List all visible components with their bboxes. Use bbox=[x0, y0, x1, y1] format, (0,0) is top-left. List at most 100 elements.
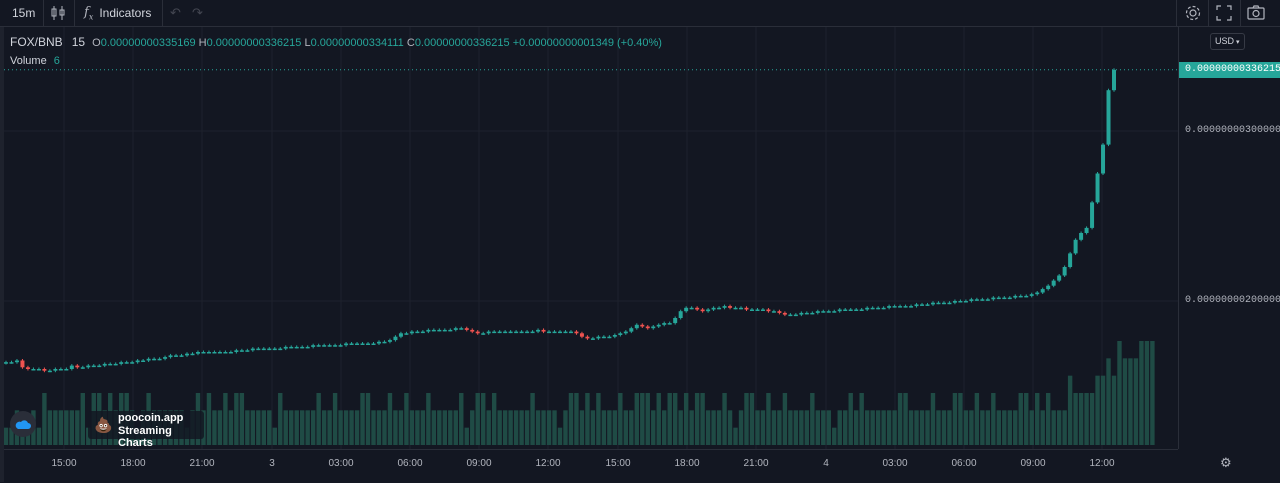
candle bbox=[470, 329, 475, 332]
camera-icon[interactable] bbox=[1247, 0, 1265, 26]
candle bbox=[261, 348, 266, 351]
volume-bar bbox=[1051, 410, 1056, 445]
volume-bar bbox=[1029, 410, 1034, 445]
volume-bar bbox=[332, 393, 338, 445]
tradingview-logo[interactable] bbox=[10, 411, 36, 437]
volume-bar bbox=[393, 410, 398, 445]
candle bbox=[371, 343, 376, 345]
candle bbox=[146, 358, 151, 361]
candle bbox=[722, 306, 727, 308]
candle bbox=[530, 331, 535, 334]
indicators-button[interactable]: fx Indicators bbox=[84, 0, 151, 26]
volume-bar bbox=[4, 427, 9, 445]
candle bbox=[69, 365, 74, 369]
candle bbox=[629, 328, 634, 332]
volume-bar bbox=[952, 393, 958, 445]
volume-bar bbox=[481, 393, 486, 445]
volume-bar bbox=[810, 393, 815, 445]
candle bbox=[124, 362, 129, 364]
candle bbox=[662, 323, 667, 325]
volume-bar bbox=[261, 410, 267, 445]
candle bbox=[4, 362, 8, 364]
volume-bar bbox=[815, 410, 821, 445]
chart-pane[interactable]: FOX/BNB 15 O0.00000000335169 H0.00000000… bbox=[4, 27, 1178, 449]
close-label: C bbox=[406, 37, 415, 49]
time-tick-label: 15:00 bbox=[51, 458, 77, 469]
volume-bar bbox=[1150, 341, 1155, 445]
volume-bar bbox=[80, 393, 85, 445]
volume-bar bbox=[694, 393, 700, 445]
chart-type-button[interactable] bbox=[50, 0, 66, 26]
volume-bar bbox=[53, 410, 58, 445]
settings-icon[interactable] bbox=[1184, 0, 1202, 26]
candle bbox=[717, 307, 722, 310]
candle bbox=[536, 329, 541, 332]
candle bbox=[168, 355, 173, 358]
volume-bar bbox=[497, 410, 502, 445]
volume-bar bbox=[354, 410, 360, 445]
volume-bar bbox=[459, 393, 464, 445]
candle bbox=[1029, 294, 1034, 296]
volume-bar bbox=[75, 410, 80, 445]
volume-bar bbox=[881, 410, 886, 445]
candle bbox=[316, 345, 321, 347]
volume-bar bbox=[475, 393, 480, 445]
candle bbox=[91, 365, 96, 368]
time-axis[interactable]: 15:00 18:00 21:00 3 03:00 06:00 09:00 12:00 15:0… bbox=[4, 449, 1232, 483]
redo-icon[interactable]: ↷ bbox=[192, 5, 203, 20]
candle bbox=[1002, 297, 1007, 300]
toolbar-divider bbox=[1208, 0, 1209, 26]
candle bbox=[749, 309, 754, 311]
volume-bar bbox=[1002, 410, 1007, 445]
volume-bar bbox=[1018, 393, 1023, 445]
candle bbox=[920, 304, 925, 306]
volume-bar bbox=[662, 410, 667, 445]
volume-bar bbox=[672, 393, 678, 445]
undo-icon[interactable]: ↶ bbox=[170, 5, 181, 20]
candle bbox=[53, 369, 58, 371]
volume-bar bbox=[1106, 358, 1111, 445]
candle bbox=[848, 309, 853, 311]
volume-bar bbox=[349, 410, 354, 445]
candle bbox=[930, 302, 935, 305]
left-drawing-strip bbox=[0, 27, 4, 482]
candle bbox=[459, 328, 464, 330]
candle bbox=[574, 331, 579, 334]
candle bbox=[426, 329, 431, 332]
volume-bar bbox=[738, 410, 744, 445]
time-tick-label: 18:00 bbox=[674, 458, 700, 469]
volume-bar bbox=[546, 410, 552, 445]
candle bbox=[541, 329, 546, 332]
symbol-label[interactable]: FOX/BNB bbox=[10, 35, 63, 49]
price-axis[interactable]: USD ▾ 0.00000000336215 0.00000000300000 0… bbox=[1178, 27, 1280, 449]
candle bbox=[596, 336, 601, 339]
candle bbox=[294, 346, 299, 349]
candle bbox=[497, 331, 502, 334]
candle bbox=[563, 331, 568, 334]
volume-bar bbox=[766, 393, 771, 445]
candle bbox=[135, 360, 140, 363]
high-value: 0.00000000336215 bbox=[206, 37, 302, 49]
volume-bar bbox=[886, 410, 892, 445]
candle bbox=[20, 360, 25, 368]
volume-bar bbox=[1122, 358, 1128, 445]
toolbar-divider bbox=[74, 0, 75, 26]
volume-bar bbox=[289, 410, 294, 445]
volume-bar bbox=[524, 410, 530, 445]
volume-bar bbox=[733, 427, 738, 445]
axis-settings-icon[interactable]: ⚙ bbox=[1220, 455, 1232, 470]
volume-bar bbox=[689, 410, 694, 445]
price-chart-svg[interactable] bbox=[4, 27, 1178, 449]
candle bbox=[256, 348, 261, 351]
legend-interval: 15 bbox=[71, 35, 86, 49]
volume-bar bbox=[793, 410, 799, 445]
volume-bar bbox=[371, 410, 376, 445]
volume-bar bbox=[415, 410, 420, 445]
currency-button[interactable]: USD ▾ bbox=[1210, 33, 1245, 50]
candle bbox=[278, 348, 283, 351]
candle bbox=[245, 350, 250, 352]
interval-button[interactable]: 15m bbox=[12, 0, 35, 26]
volume-bar bbox=[645, 393, 650, 445]
fullscreen-icon[interactable] bbox=[1216, 0, 1232, 26]
volume-bar bbox=[853, 410, 859, 445]
